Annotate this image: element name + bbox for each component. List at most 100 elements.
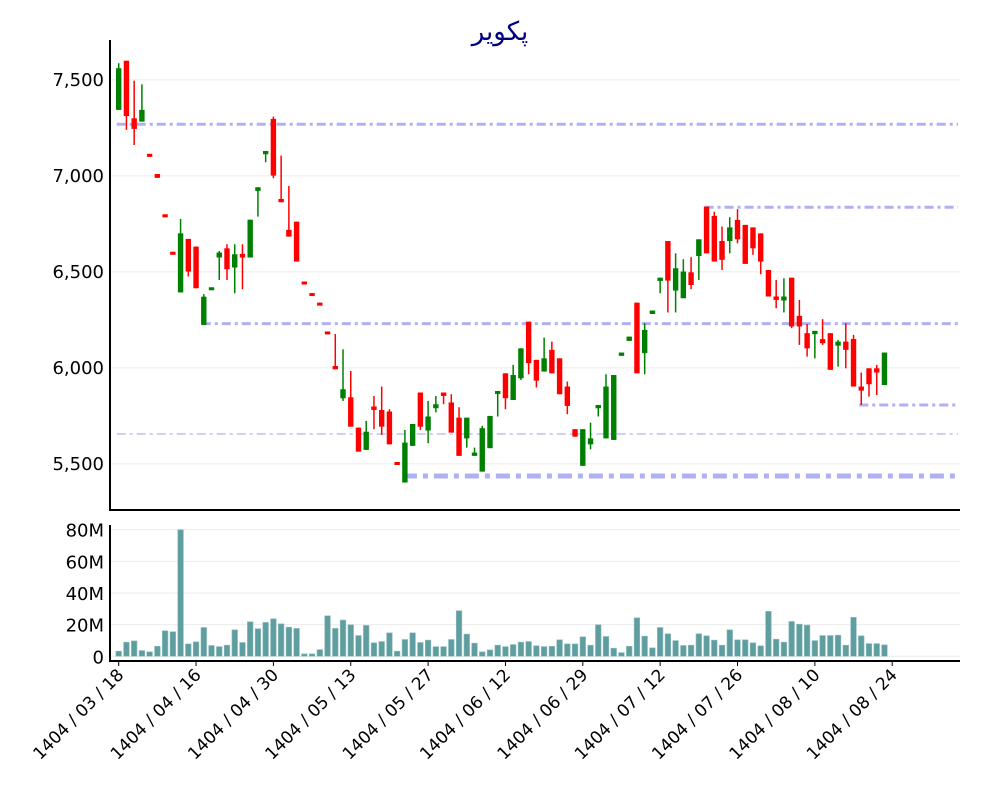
candle-up bbox=[835, 341, 841, 346]
volume-bar bbox=[448, 639, 455, 657]
candle-down bbox=[371, 406, 377, 410]
candle-up bbox=[487, 415, 493, 449]
volume-bar bbox=[424, 639, 432, 657]
candle-down bbox=[270, 118, 277, 176]
candle-down bbox=[154, 174, 161, 178]
candle-up bbox=[672, 268, 679, 291]
volume-bar bbox=[123, 641, 130, 657]
volume-bar bbox=[626, 645, 633, 657]
volume-bar bbox=[881, 644, 888, 657]
volume-bar bbox=[479, 651, 486, 657]
candle-down bbox=[688, 272, 694, 285]
volume-bar bbox=[633, 617, 641, 657]
candle-down bbox=[788, 277, 795, 327]
volume-bar bbox=[811, 640, 818, 657]
candle-down bbox=[564, 386, 571, 406]
candle-up bbox=[177, 233, 184, 293]
volume-bar bbox=[865, 643, 873, 657]
candle-up bbox=[510, 375, 516, 400]
candle-up bbox=[232, 254, 238, 268]
candle-down bbox=[348, 397, 354, 427]
candle-up bbox=[580, 429, 586, 466]
volume-bar bbox=[556, 639, 563, 657]
volume-bar bbox=[695, 633, 702, 657]
candle-down bbox=[355, 427, 362, 452]
candle-down bbox=[324, 331, 331, 335]
price-grid bbox=[111, 79, 960, 465]
volume-bar bbox=[610, 647, 617, 657]
volume-bar bbox=[316, 649, 323, 657]
volume-bar bbox=[711, 639, 718, 657]
candle-down bbox=[750, 227, 756, 249]
volume-bar bbox=[618, 652, 625, 657]
volume-bar bbox=[757, 645, 764, 657]
volume-bar bbox=[138, 650, 146, 657]
volume-bar bbox=[796, 623, 803, 657]
candle-up bbox=[402, 442, 408, 483]
candle-down bbox=[850, 338, 857, 387]
candle-down bbox=[131, 118, 137, 129]
volume-bar bbox=[486, 649, 494, 657]
volume-axis-ticks: 0 20M 40M 60M 80M bbox=[66, 521, 104, 669]
candle-down bbox=[239, 253, 246, 258]
candle-up bbox=[208, 287, 215, 291]
candle-up bbox=[881, 352, 888, 386]
candle-down bbox=[549, 349, 555, 374]
candle-up bbox=[603, 386, 609, 439]
volume-bar bbox=[541, 646, 548, 657]
candle-down bbox=[146, 153, 153, 157]
volume-bar bbox=[564, 643, 571, 657]
candle-down bbox=[711, 215, 717, 262]
price-tick-label: 6,500 bbox=[52, 262, 104, 283]
volume-bar bbox=[827, 635, 834, 657]
volume-bar bbox=[571, 643, 579, 657]
candle-up bbox=[433, 404, 439, 409]
candle-down bbox=[819, 339, 826, 344]
volume-bar bbox=[200, 627, 207, 657]
candle-up bbox=[255, 187, 261, 191]
volume-bar bbox=[455, 610, 463, 657]
volume-bar bbox=[742, 639, 749, 657]
volume-bar bbox=[278, 623, 285, 657]
candle-up bbox=[479, 428, 485, 472]
volume-bar bbox=[216, 646, 223, 657]
candle-down bbox=[765, 270, 772, 297]
volume-bar bbox=[463, 633, 470, 657]
candle-down bbox=[703, 206, 710, 254]
price-tick-label: 6,000 bbox=[52, 358, 104, 379]
candle-up bbox=[641, 329, 648, 354]
price-axis-ticks: 5,500 6,000 6,500 7,000 7,500 bbox=[52, 70, 104, 475]
candle-up bbox=[595, 404, 601, 409]
volume-bar bbox=[254, 628, 262, 657]
volume-bar bbox=[432, 646, 439, 657]
volume-bar bbox=[649, 647, 656, 657]
candle-down bbox=[317, 302, 323, 306]
candle-up bbox=[464, 417, 470, 439]
volume-bar bbox=[587, 644, 594, 657]
candle-down bbox=[332, 366, 338, 370]
candle-down bbox=[170, 251, 176, 255]
volume-bar bbox=[533, 645, 540, 657]
volume-bar bbox=[680, 645, 687, 657]
candle-up bbox=[216, 252, 222, 258]
volume-bar bbox=[378, 641, 385, 657]
candle-up bbox=[812, 330, 818, 335]
volume-bar bbox=[115, 650, 122, 657]
candle-up bbox=[657, 277, 663, 281]
volume-bar bbox=[247, 621, 254, 657]
candle-up bbox=[781, 296, 787, 301]
candles bbox=[116, 60, 888, 483]
volume-bar bbox=[834, 634, 842, 657]
volume-bar bbox=[370, 642, 378, 657]
volume-bar bbox=[780, 641, 788, 657]
candle-down bbox=[193, 246, 199, 289]
support-resistance-levels bbox=[116, 122, 958, 479]
candle-down bbox=[301, 281, 308, 285]
candle-down bbox=[734, 219, 741, 240]
volume-bar bbox=[734, 639, 741, 657]
volume-bar bbox=[517, 641, 525, 657]
volume-bar bbox=[162, 630, 169, 657]
price-tick-label: 5,500 bbox=[52, 454, 104, 475]
